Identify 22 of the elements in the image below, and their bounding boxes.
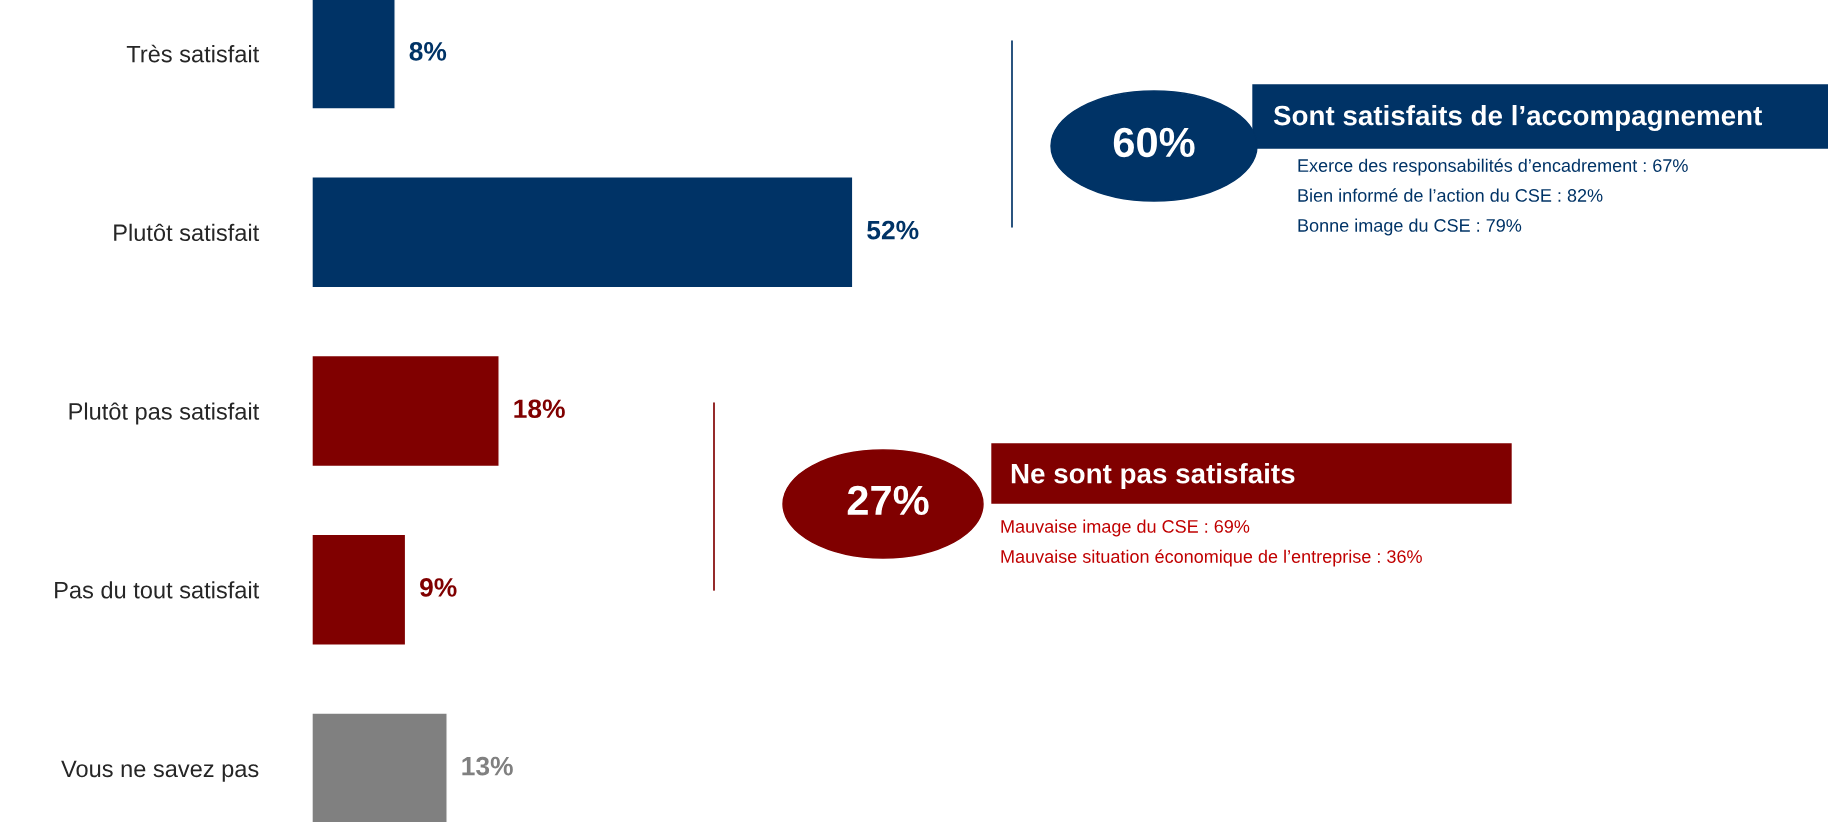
bar xyxy=(312,354,500,468)
data-label: 8% xyxy=(409,42,447,61)
y-tick-label: Très satisfait xyxy=(126,44,260,63)
bar xyxy=(312,533,407,646)
data-label: 9% xyxy=(420,578,457,597)
data-label: 18% xyxy=(514,399,565,419)
y-tick-label: Pas du tout satisfait xyxy=(55,581,260,599)
text: Sont satisfaits de l’accompagnement xyxy=(1273,104,1762,132)
text: Ne sont pas satisfaits xyxy=(1011,463,1295,489)
text: Mauvaise image du CSE : 69% xyxy=(1001,519,1250,537)
text: Exerce des responsabilités d’encadrement : 67% xyxy=(1298,158,1688,176)
y-tick-label: Vous ne savez pas xyxy=(61,760,259,782)
text: Bonne image du CSE : 79% xyxy=(1298,218,1522,236)
annotation: 27% xyxy=(847,485,929,516)
y-tick-label: Plutôt pas satisfait xyxy=(69,402,260,425)
data-label: 13% xyxy=(462,756,513,776)
bar xyxy=(312,176,854,289)
data-label: 52% xyxy=(867,220,919,240)
y-tick-label: Plutôt satisfait xyxy=(114,223,260,242)
text: Mauvaise situation économique de l’entreprise : 36% xyxy=(1001,549,1422,567)
text: 60% xyxy=(1113,127,1195,158)
text: Bien informé de l’action du CSE : 82% xyxy=(1298,188,1603,202)
